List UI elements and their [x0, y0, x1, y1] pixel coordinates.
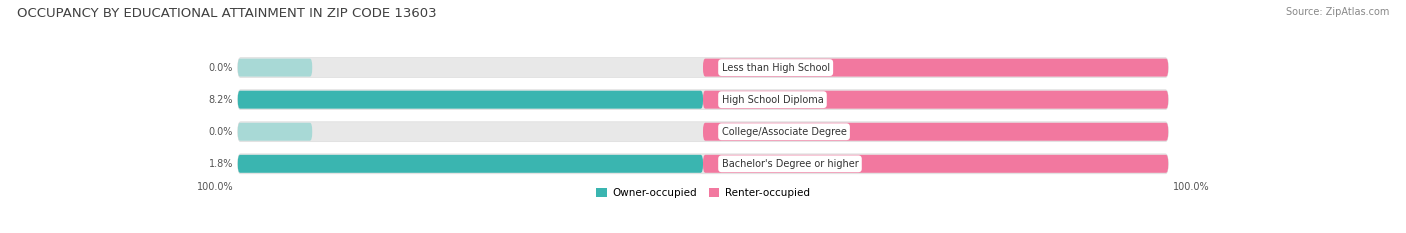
FancyBboxPatch shape — [238, 91, 703, 109]
FancyBboxPatch shape — [238, 155, 703, 173]
FancyBboxPatch shape — [238, 59, 312, 77]
Text: 100.0%: 100.0% — [1173, 182, 1209, 192]
Text: 0.0%: 0.0% — [208, 127, 233, 137]
Text: 8.2%: 8.2% — [208, 95, 233, 105]
FancyBboxPatch shape — [703, 59, 1168, 77]
Text: Less than High School: Less than High School — [721, 63, 830, 73]
Legend: Owner-occupied, Renter-occupied: Owner-occupied, Renter-occupied — [596, 188, 810, 198]
FancyBboxPatch shape — [238, 123, 312, 141]
Text: 91.8%: 91.8% — [1173, 95, 1206, 105]
Text: 100.0%: 100.0% — [197, 182, 233, 192]
Text: 0.0%: 0.0% — [208, 63, 233, 73]
FancyBboxPatch shape — [238, 90, 1168, 110]
Text: College/Associate Degree: College/Associate Degree — [721, 127, 846, 137]
FancyBboxPatch shape — [238, 154, 1168, 174]
FancyBboxPatch shape — [703, 91, 1168, 109]
Text: 98.2%: 98.2% — [1173, 159, 1206, 169]
Text: High School Diploma: High School Diploma — [721, 95, 824, 105]
FancyBboxPatch shape — [238, 58, 1168, 78]
Text: Bachelor's Degree or higher: Bachelor's Degree or higher — [721, 159, 858, 169]
Text: OCCUPANCY BY EDUCATIONAL ATTAINMENT IN ZIP CODE 13603: OCCUPANCY BY EDUCATIONAL ATTAINMENT IN Z… — [17, 7, 436, 20]
Text: 1.8%: 1.8% — [208, 159, 233, 169]
FancyBboxPatch shape — [238, 122, 1168, 142]
Text: Source: ZipAtlas.com: Source: ZipAtlas.com — [1285, 7, 1389, 17]
Text: 100.0%: 100.0% — [1173, 63, 1213, 73]
FancyBboxPatch shape — [703, 123, 1168, 141]
FancyBboxPatch shape — [703, 155, 1168, 173]
Text: 100.0%: 100.0% — [1173, 127, 1213, 137]
